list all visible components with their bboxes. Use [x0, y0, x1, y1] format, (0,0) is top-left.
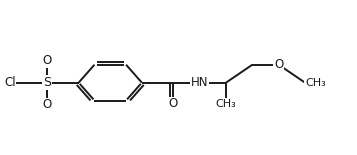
Text: Cl: Cl [4, 76, 15, 89]
Text: O: O [169, 97, 178, 111]
Text: S: S [43, 76, 51, 89]
Text: O: O [42, 54, 52, 67]
Text: HN: HN [191, 76, 208, 89]
Text: CH₃: CH₃ [216, 99, 236, 109]
Text: CH₃: CH₃ [305, 78, 326, 88]
Text: O: O [42, 98, 52, 111]
Text: O: O [274, 58, 283, 71]
